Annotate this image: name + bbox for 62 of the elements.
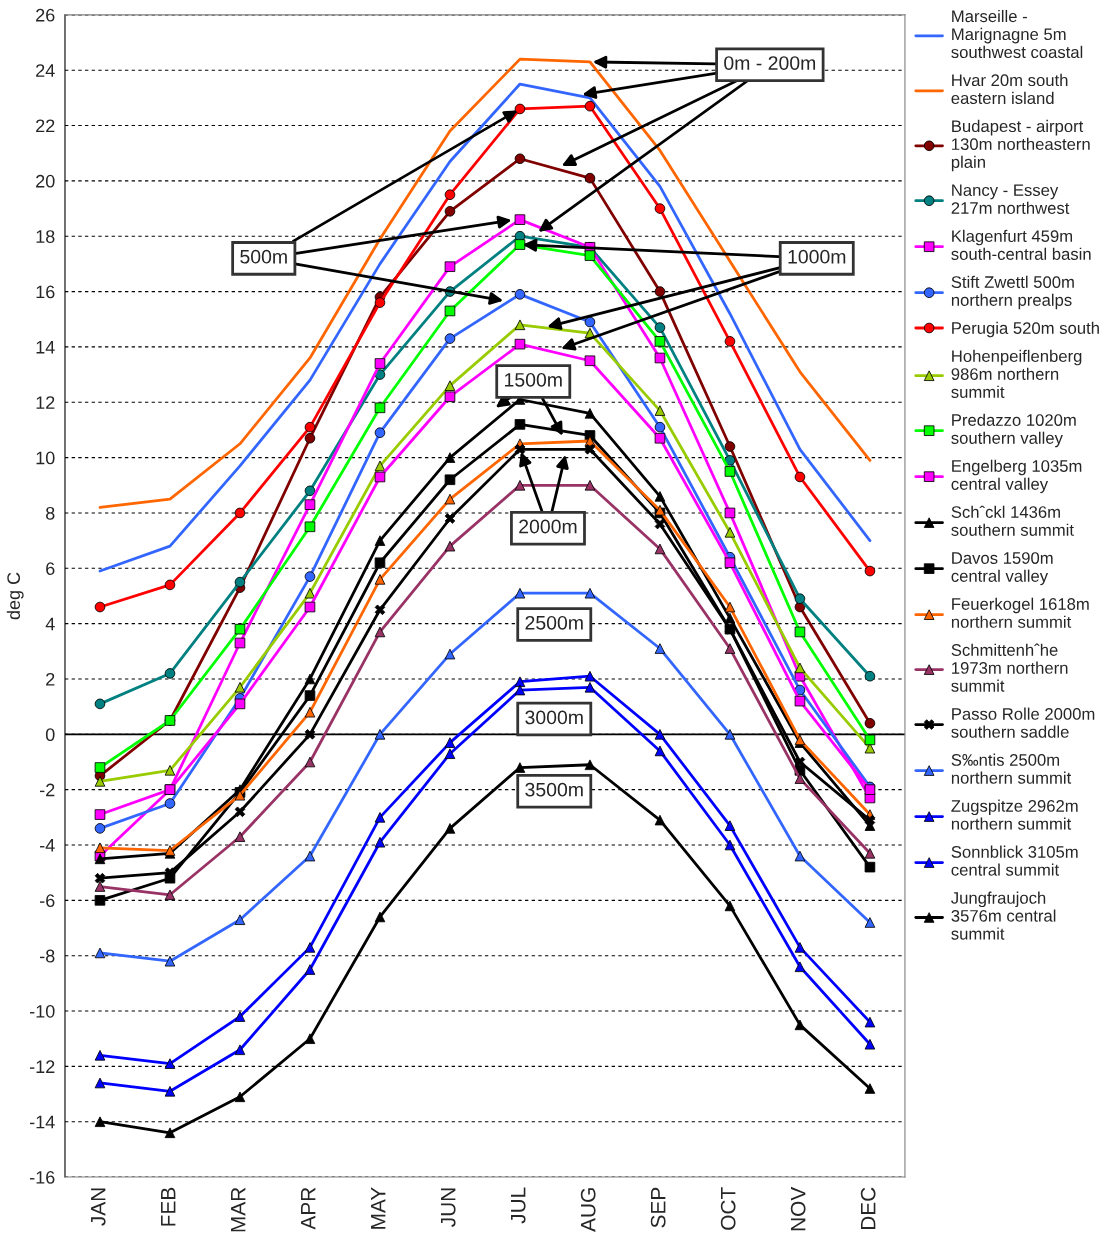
x-tick-label: AUG <box>580 1188 596 1232</box>
annotation: 3000m <box>525 710 583 725</box>
x-tick-label: APR <box>301 1187 316 1230</box>
x-tick-label: SEP <box>650 1187 666 1228</box>
y-tick-label: 16 <box>36 285 55 299</box>
y-tick-label: 6 <box>46 562 55 576</box>
y-tick-label: 4 <box>45 617 55 631</box>
annotation: 2000m <box>519 519 577 534</box>
legend-label: Passo Rolle 2000m southern saddle <box>951 707 1095 738</box>
legend-label: Hvar 20m south eastern island <box>951 73 1068 105</box>
x-tick-label: FEB <box>161 1187 176 1226</box>
annotation: 0m - 200m <box>724 56 816 70</box>
x-tick-label: OCT <box>720 1187 736 1230</box>
y-tick-label: 12 <box>36 396 55 409</box>
legend-label: Davos 1590m central valley <box>951 552 1053 586</box>
y-tick-label: -12 <box>29 1060 55 1073</box>
legend-label: Klagenfurt 459m south-central basin <box>951 229 1091 260</box>
y-tick-label: -10 <box>29 1004 55 1018</box>
y-tick-label: 26 <box>36 8 55 22</box>
annotation: 2500m <box>525 615 583 630</box>
x-tick-label: MAY <box>371 1187 386 1229</box>
y-tick-label: 8 <box>46 506 55 520</box>
legend-label: Hohenpeiflenberg 986m northern summit <box>951 349 1082 398</box>
legend-label: S‰ntis 2500m northern summit <box>951 753 1072 784</box>
legend-label: Jungfraujoch 3576m central summit <box>951 891 1056 940</box>
y-tick-label: -16 <box>29 1170 55 1184</box>
annotation: 3500m <box>525 782 583 797</box>
annotation: 500m <box>240 249 287 264</box>
y-tick-label: 14 <box>36 341 55 354</box>
y-tick-label: 22 <box>36 119 55 133</box>
legend-label: Predazzo 1020m southern valley <box>951 413 1076 448</box>
x-tick-label: DEC <box>860 1187 876 1230</box>
y-tick-label: -4 <box>40 839 55 852</box>
y-tick-label: -2 <box>40 783 55 797</box>
legend-label: Schmittenhˆhe 1973m northern summit <box>951 643 1068 692</box>
x-tick-label: JAN <box>91 1188 106 1226</box>
y-tick-label: 20 <box>36 174 55 188</box>
legend-label: Schˆckl 1436m southern summit <box>951 505 1074 536</box>
x-tick-label: MAR <box>231 1187 246 1232</box>
y-axis-title: deg C <box>6 572 24 620</box>
legend-label: Perugia 520m south <box>952 321 1099 338</box>
legend-label: Sonnblick 3105m central summit <box>951 845 1078 876</box>
legend-label: Marseille - Marignagne 5m southwest coastal <box>951 9 1083 59</box>
y-tick-label: 2 <box>46 672 55 686</box>
y-tick-label: -6 <box>40 894 55 908</box>
annotation: 1500m <box>505 372 562 387</box>
y-tick-label: -14 <box>29 1115 55 1129</box>
legend-label: Budapest - airport 130m northeastern plain <box>951 119 1090 172</box>
y-tick-label: 18 <box>36 230 55 243</box>
legend-label: Stift Zwettl 500m northern prealps <box>951 275 1074 310</box>
legend-label: Feuerkogel 1618m northern summit <box>951 597 1089 628</box>
y-tick-label: 0 <box>45 728 55 742</box>
x-tick-label: JUL <box>511 1187 526 1224</box>
legend-label: Nancy - Essey 217m northwest <box>951 184 1070 214</box>
x-tick-label: NOV <box>790 1186 806 1231</box>
legend-label: Engelberg 1035m central valley <box>951 459 1082 494</box>
x-tick-label: JUN <box>441 1188 456 1227</box>
y-tick-label: -8 <box>40 949 55 963</box>
legend-label: Zugspitze 2962m northern summit <box>951 799 1078 830</box>
y-tick-label: 10 <box>36 451 55 465</box>
annotation: 1000m <box>788 249 846 264</box>
y-tick-label: 24 <box>36 64 55 77</box>
